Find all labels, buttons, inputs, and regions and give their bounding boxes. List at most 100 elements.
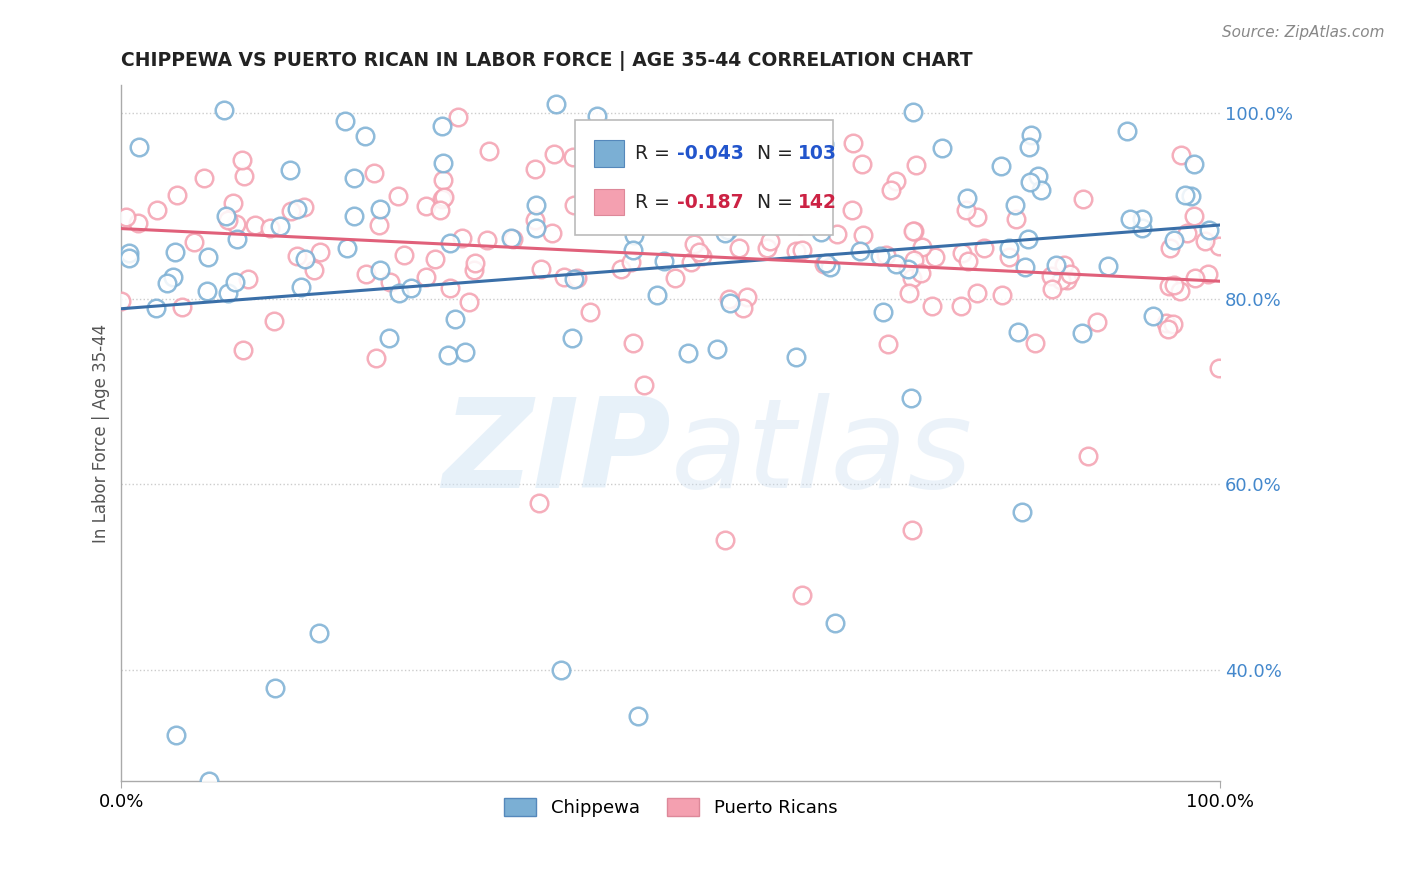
Point xyxy=(285,202,308,217)
Point xyxy=(692,249,714,263)
Point xyxy=(901,271,924,285)
Point xyxy=(454,345,477,359)
Point xyxy=(718,292,741,306)
Point xyxy=(425,252,447,266)
Point xyxy=(574,178,596,193)
Point xyxy=(183,235,205,249)
Point xyxy=(616,208,638,222)
Point xyxy=(578,198,600,212)
Point xyxy=(415,199,437,213)
Point xyxy=(464,256,486,270)
Point xyxy=(1071,326,1094,340)
Point xyxy=(725,167,748,181)
Point xyxy=(1208,361,1230,376)
Point xyxy=(212,103,235,117)
Point xyxy=(294,252,316,266)
Point xyxy=(226,232,249,246)
Point xyxy=(950,299,973,313)
Point xyxy=(524,161,547,176)
Point xyxy=(432,173,454,187)
Point xyxy=(621,243,644,257)
Point xyxy=(578,305,600,319)
Point xyxy=(627,709,650,723)
Point xyxy=(1130,212,1153,227)
Point xyxy=(222,195,245,210)
Point xyxy=(1119,212,1142,227)
Point xyxy=(686,183,709,197)
Point xyxy=(1163,233,1185,247)
Point xyxy=(225,217,247,231)
Point xyxy=(911,240,934,254)
Point xyxy=(524,213,547,227)
Point xyxy=(1018,175,1040,189)
Point xyxy=(841,202,863,217)
Text: Source: ZipAtlas.com: Source: ZipAtlas.com xyxy=(1222,25,1385,40)
Point xyxy=(1077,449,1099,463)
Point xyxy=(652,253,675,268)
Point xyxy=(429,202,451,217)
Point xyxy=(530,261,553,276)
Point xyxy=(1040,269,1063,284)
Point xyxy=(463,263,485,277)
Point xyxy=(1182,210,1205,224)
Text: -0.187: -0.187 xyxy=(678,193,744,211)
Point xyxy=(380,275,402,289)
Point xyxy=(243,218,266,232)
Point xyxy=(336,241,359,255)
Text: atlas: atlas xyxy=(671,393,973,515)
Point xyxy=(1174,188,1197,202)
Point xyxy=(609,262,631,277)
Point xyxy=(565,270,588,285)
Point xyxy=(401,281,423,295)
Point xyxy=(335,114,357,128)
Point xyxy=(343,209,366,223)
Point xyxy=(353,128,375,143)
Point xyxy=(1097,259,1119,273)
Point xyxy=(879,183,901,197)
Point xyxy=(956,254,979,268)
Point xyxy=(437,348,460,362)
Point xyxy=(1159,241,1181,255)
Point xyxy=(852,227,875,242)
Point xyxy=(1017,232,1039,246)
Point xyxy=(477,233,499,247)
Point xyxy=(842,136,865,150)
Point xyxy=(439,281,461,295)
Point xyxy=(1208,239,1230,253)
Point xyxy=(165,245,187,260)
Point xyxy=(1031,184,1053,198)
Point xyxy=(585,109,607,123)
Point xyxy=(1052,258,1074,272)
Point xyxy=(415,270,437,285)
Point xyxy=(627,153,650,167)
Point xyxy=(269,219,291,233)
Point xyxy=(388,286,411,301)
Legend: Chippewa, Puerto Ricans: Chippewa, Puerto Ricans xyxy=(496,790,845,824)
Point xyxy=(910,266,932,280)
Point xyxy=(1182,156,1205,170)
Point xyxy=(792,589,814,603)
Point xyxy=(215,209,238,223)
Point xyxy=(368,262,391,277)
Point xyxy=(897,262,920,277)
Point xyxy=(576,199,599,213)
Point xyxy=(900,391,922,405)
Point xyxy=(543,147,565,161)
Point xyxy=(714,533,737,547)
Point xyxy=(904,159,927,173)
Point xyxy=(378,331,401,345)
Point xyxy=(217,213,239,227)
Point xyxy=(728,241,751,255)
Point xyxy=(711,207,734,221)
Point xyxy=(1170,147,1192,161)
Point xyxy=(810,225,832,239)
Point xyxy=(562,198,585,212)
Point xyxy=(664,270,686,285)
Point xyxy=(815,256,838,270)
Point xyxy=(825,227,848,242)
Point xyxy=(956,191,979,205)
Point xyxy=(679,255,702,269)
Point xyxy=(363,166,385,180)
Point xyxy=(170,301,193,315)
Point xyxy=(118,245,141,260)
